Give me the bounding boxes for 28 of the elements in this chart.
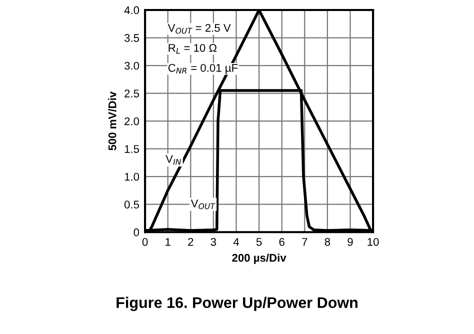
x-axis-title: 200 µs/Div — [232, 254, 286, 264]
annotation: C$_{NR}$ = 0.01 µF — [168, 64, 238, 74]
y-tick-label: 2.5 — [124, 90, 140, 98]
y-tick-label: 1.0 — [124, 172, 140, 181]
text: Figure 16. Power Up/Power Down — [116, 296, 358, 312]
x-tick-label: 4 — [233, 238, 240, 246]
y-tick-label: 3.5 — [124, 34, 140, 42]
series-label: V$_{OUT}$ — [190, 200, 216, 210]
x-tick-label: 8 — [324, 238, 330, 246]
y-tick-label: 0.5 — [124, 200, 140, 208]
series-label: V$_{IN}$ — [166, 155, 181, 165]
y-tick-label: 2.0 — [124, 117, 140, 126]
y-axis-title: 500 mV/Div — [108, 91, 116, 150]
x-tick-label: 3 — [210, 238, 216, 246]
x-tick-label: 9 — [348, 238, 353, 246]
y-tick-label: 4.0 — [124, 6, 140, 14]
x-tick-label: 2 — [188, 238, 194, 246]
annotation: R$_{L}$ = 10 Ω — [168, 44, 217, 54]
y-tick-label: 1.5 — [124, 145, 140, 153]
annotation: V$_{OUT}$ = 2.5 V — [168, 24, 231, 34]
x-tick-label: 10 — [368, 238, 379, 246]
x-tick-label: 5 — [256, 238, 262, 246]
x-tick-label: 7 — [302, 238, 308, 246]
y-tick-label: 3.0 — [124, 62, 140, 70]
x-tick-label: 6 — [279, 238, 284, 246]
y-tick-label: 0 — [134, 228, 140, 236]
x-tick-label: 1 — [166, 238, 170, 246]
x-tick-label: 0 — [142, 238, 148, 246]
